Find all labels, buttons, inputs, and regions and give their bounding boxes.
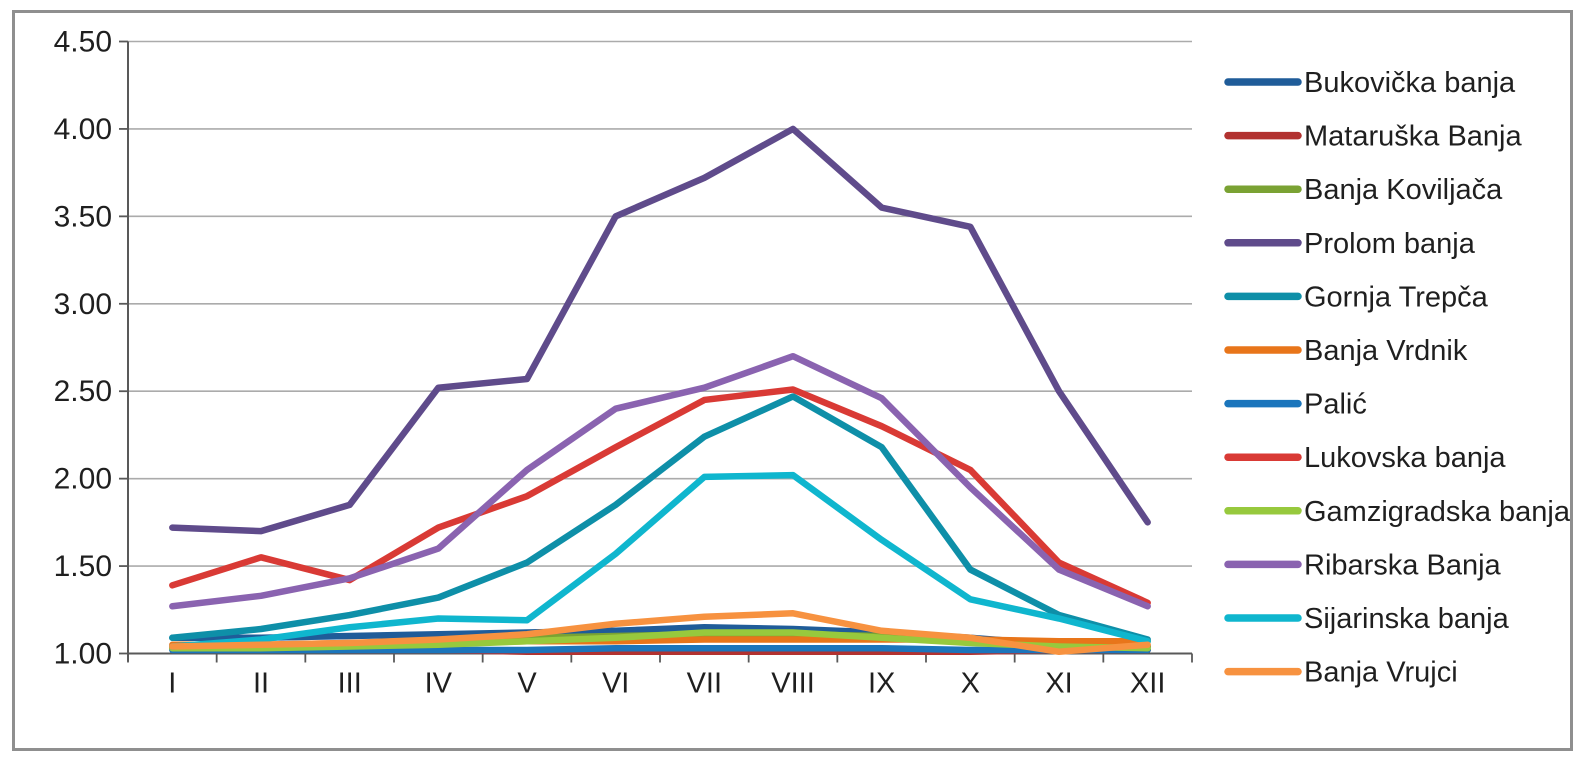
legend-label: Prolom banja [1304,228,1476,260]
x-tick-label: I [168,668,176,700]
series-line-sijarinska-banja [169,471,1151,650]
series-line-gornja-trep-a [169,393,1151,643]
legend-item: Sijarinska banja [1224,603,1510,635]
y-tick-label: 3.00 [54,288,112,321]
legend-item: Gornja Trepča [1224,281,1489,313]
x-tick-label: III [338,668,362,700]
legend-item: Ribarska Banja [1224,549,1502,581]
x-tick-label: V [517,668,537,700]
series-line-gamzigradska-banja [169,629,1151,652]
legend-label: Bukovička banja [1304,67,1516,99]
legend-label: Gamzigradska banja [1304,496,1571,528]
legend-label: Banja Koviljača [1304,174,1503,206]
y-tick-label: 2.00 [54,463,112,496]
x-tick-label: XI [1045,668,1072,700]
legend-label: Lukovska banja [1304,442,1506,474]
legend-label: Mataruška Banja [1304,121,1522,153]
series-line-banja-vrujci [169,610,1151,656]
series-line-prolom-banja [169,125,1151,535]
x-tick-label: II [253,668,269,700]
y-tick-label: 4.00 [54,113,112,146]
y-tick-label: 4.50 [54,26,112,59]
y-tick-label: 1.50 [54,550,112,583]
legend-label: Banja Vrujci [1304,657,1458,689]
legend-label: Sijarinska banja [1304,603,1510,635]
legend-item: Banja Koviljača [1224,174,1503,206]
legend-item: Banja Vrdnik [1224,335,1468,367]
y-tick-label: 1.00 [54,638,112,671]
legend-item: Palić [1224,389,1367,421]
x-tick-label: VI [602,668,629,700]
legend-label: Palić [1304,389,1367,421]
y-tick-label: 2.50 [54,375,112,408]
legend-label: Gornja Trepča [1304,281,1489,313]
legend-label: Banja Vrdnik [1304,335,1468,367]
y-tick-label: 3.50 [54,200,112,233]
legend-label: Ribarska Banja [1304,549,1502,581]
x-tick-label: VIII [771,668,815,700]
x-tick-label: VII [687,668,722,700]
legend-item: Lukovska banja [1224,442,1506,474]
legend-item: Banja Vrujci [1224,657,1458,689]
legend-item: Bukovička banja [1224,67,1516,99]
x-tick-label: IV [425,668,453,700]
legend-item: Gamzigradska banja [1224,496,1571,528]
x-tick-label: X [961,668,980,700]
x-tick-label: IX [868,668,895,700]
x-tick-label: XII [1130,668,1165,700]
legend-item: Mataruška Banja [1224,121,1522,153]
legend-item: Prolom banja [1224,228,1476,260]
series-line-ribarska-banja [169,352,1151,610]
series-line-lukovska-banja [169,386,1151,607]
